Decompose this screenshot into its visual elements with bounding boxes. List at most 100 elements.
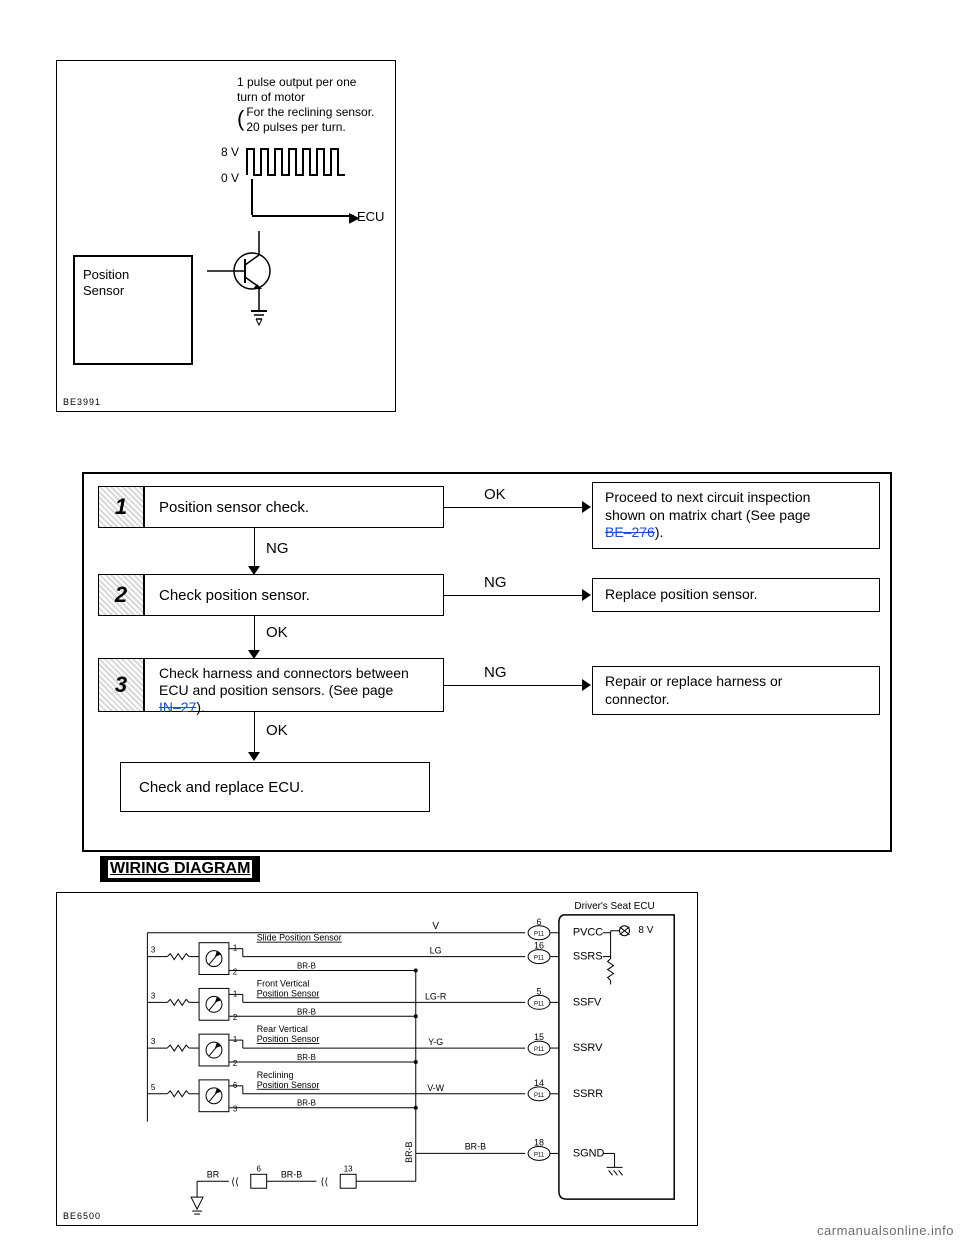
watermark: carmanualsonline.info — [817, 1223, 954, 1238]
fig2-code: BE6500 — [63, 1211, 101, 1221]
fig1-desc-line1: 1 pulse output per one — [237, 75, 374, 90]
svg-text:P11: P11 — [534, 1093, 545, 1099]
label-ok: OK — [484, 486, 506, 503]
arrow-right-icon — [582, 501, 591, 513]
fig1-desc-line4: 20 pulses per turn. — [246, 120, 374, 135]
step-number-1: 1 — [98, 486, 144, 528]
label-ok: OK — [266, 722, 288, 739]
result-3-line1: Repair or replace harness or — [605, 673, 867, 691]
open-paren-icon: ( — [237, 105, 244, 135]
svg-text:3: 3 — [151, 1037, 156, 1046]
svg-text:6: 6 — [233, 1081, 238, 1090]
svg-text:LG-R: LG-R — [425, 991, 447, 1001]
pulse-waveform-icon — [245, 145, 365, 185]
svg-text:⟨⟨: ⟨⟨ — [231, 1177, 239, 1188]
svg-text:SSRS: SSRS — [573, 951, 603, 963]
svg-text:Reclining: Reclining — [257, 1070, 294, 1080]
svg-text:SSFV: SSFV — [573, 996, 602, 1008]
step-3-line2: ECU and position sensors. (See page — [159, 682, 429, 699]
svg-text:BR-B: BR-B — [297, 1007, 316, 1016]
svg-text:Position Sensor: Position Sensor — [257, 988, 320, 998]
fig1-code: BE3991 — [63, 397, 101, 407]
line-to-ecu — [252, 215, 354, 217]
svg-text:Y-G: Y-G — [428, 1037, 443, 1047]
svg-text:V-W: V-W — [427, 1083, 444, 1093]
page-root: 1 pulse output per one turn of motor ( F… — [0, 0, 960, 1242]
step-number-2: 2 — [98, 574, 144, 616]
svg-text:Position Sensor: Position Sensor — [257, 1080, 320, 1090]
step-3-tail: ). — [196, 699, 205, 715]
svg-text:BR-B: BR-B — [297, 1099, 316, 1108]
result-1-line1: Proceed to next circuit inspection — [605, 489, 867, 507]
label-ng: NG — [484, 664, 507, 681]
fig1-description: 1 pulse output per one turn of motor ( F… — [237, 75, 374, 135]
svg-text:LG: LG — [430, 946, 442, 956]
svg-text:P11: P11 — [534, 1001, 545, 1007]
sgnd-row: BR-B 18 P11 SGND — [416, 1137, 623, 1175]
wiring-svg: Driver's Seat ECU V 6 P11 PVCC 8 V — [57, 893, 697, 1225]
svg-text:SGND: SGND — [573, 1147, 605, 1159]
svg-text:Position Sensor: Position Sensor — [257, 1034, 320, 1044]
step-number-3: 3 — [98, 658, 144, 712]
result-1-line2: shown on matrix chart (See page — [605, 507, 867, 525]
svg-text:V: V — [432, 921, 439, 932]
flow-line — [254, 712, 255, 756]
arrow-line — [444, 595, 584, 596]
arrow-line — [444, 507, 584, 508]
fig1-desc-brace: ( For the reclining sensor. 20 pulses pe… — [237, 105, 374, 135]
svg-text:3: 3 — [151, 946, 156, 955]
ecu-label: ECU — [357, 209, 384, 224]
svg-text:BR: BR — [207, 1169, 220, 1179]
svg-text:BR-B: BR-B — [404, 1141, 414, 1162]
svg-text:1: 1 — [233, 989, 238, 998]
svg-text:1: 1 — [233, 1035, 238, 1044]
label-ng: NG — [484, 574, 507, 591]
svg-text:3: 3 — [233, 1105, 238, 1114]
transistor-icon — [207, 231, 297, 341]
result-1-tail: ). — [655, 524, 664, 540]
svg-text:BR-B: BR-B — [297, 1053, 316, 1062]
svg-text:SSRR: SSRR — [573, 1088, 603, 1100]
position-sensor-box: Position Sensor — [73, 255, 193, 365]
svg-text:6: 6 — [257, 1164, 262, 1173]
svg-text:5: 5 — [151, 1083, 156, 1092]
result-2-text: Replace position sensor. — [605, 586, 758, 604]
label-ng: NG — [266, 540, 289, 557]
flow-line — [254, 616, 255, 654]
svg-text:BR-B: BR-B — [297, 962, 316, 971]
fig1-desc-line2: turn of motor — [237, 90, 374, 105]
svg-text:2: 2 — [233, 1059, 238, 1068]
svg-text:8 V: 8 V — [638, 925, 653, 936]
vline-to-sensor — [251, 179, 253, 215]
bottom-ground-chain: 13 ⟨⟨ BR-B 6 ⟨⟨ BR — [191, 1153, 416, 1214]
axis-label-high: 8 V — [221, 145, 239, 159]
svg-text:SSRV: SSRV — [573, 1042, 603, 1054]
final-text: Check and replace ECU. — [139, 779, 304, 796]
axis-label-low: 0 V — [221, 171, 239, 185]
step-2-text: Check position sensor. — [159, 587, 310, 604]
result-3-line2: connector. — [605, 691, 867, 709]
arrow-right-icon — [582, 589, 591, 601]
svg-text:Front Vertical: Front Vertical — [257, 978, 310, 988]
ecu-title: Driver's Seat ECU — [574, 901, 654, 912]
svg-text:⟨⟨: ⟨⟨ — [321, 1177, 329, 1188]
result-1-box: Proceed to next circuit inspection shown… — [592, 482, 880, 549]
result-2-box: Replace position sensor. — [592, 578, 880, 612]
svg-text:13: 13 — [344, 1164, 353, 1173]
position-sensor-label: Position Sensor — [83, 267, 129, 298]
link-in-27[interactable]: IN–27 — [159, 699, 196, 715]
label-ok: OK — [266, 624, 288, 641]
svg-text:2: 2 — [233, 968, 238, 977]
link-be-276[interactable]: BE–276 — [605, 524, 655, 540]
flowchart: 1 Position sensor check. OK Proceed to n… — [82, 472, 892, 852]
figure-pulse-output: 1 pulse output per one turn of motor ( F… — [56, 60, 396, 412]
wiring-diagram-heading-text: WIRING DIAGRAM — [108, 860, 252, 878]
svg-text:P11: P11 — [534, 956, 545, 962]
arrow-down-icon — [248, 752, 260, 761]
svg-text:2: 2 — [233, 1013, 238, 1022]
svg-text:PVCC: PVCC — [573, 927, 603, 939]
step-1-box: Position sensor check. — [144, 486, 444, 528]
step-3-line1: Check harness and connectors between — [159, 665, 429, 682]
figure-wiring-diagram: Driver's Seat ECU V 6 P11 PVCC 8 V — [56, 892, 698, 1226]
arrow-right-icon — [582, 679, 591, 691]
